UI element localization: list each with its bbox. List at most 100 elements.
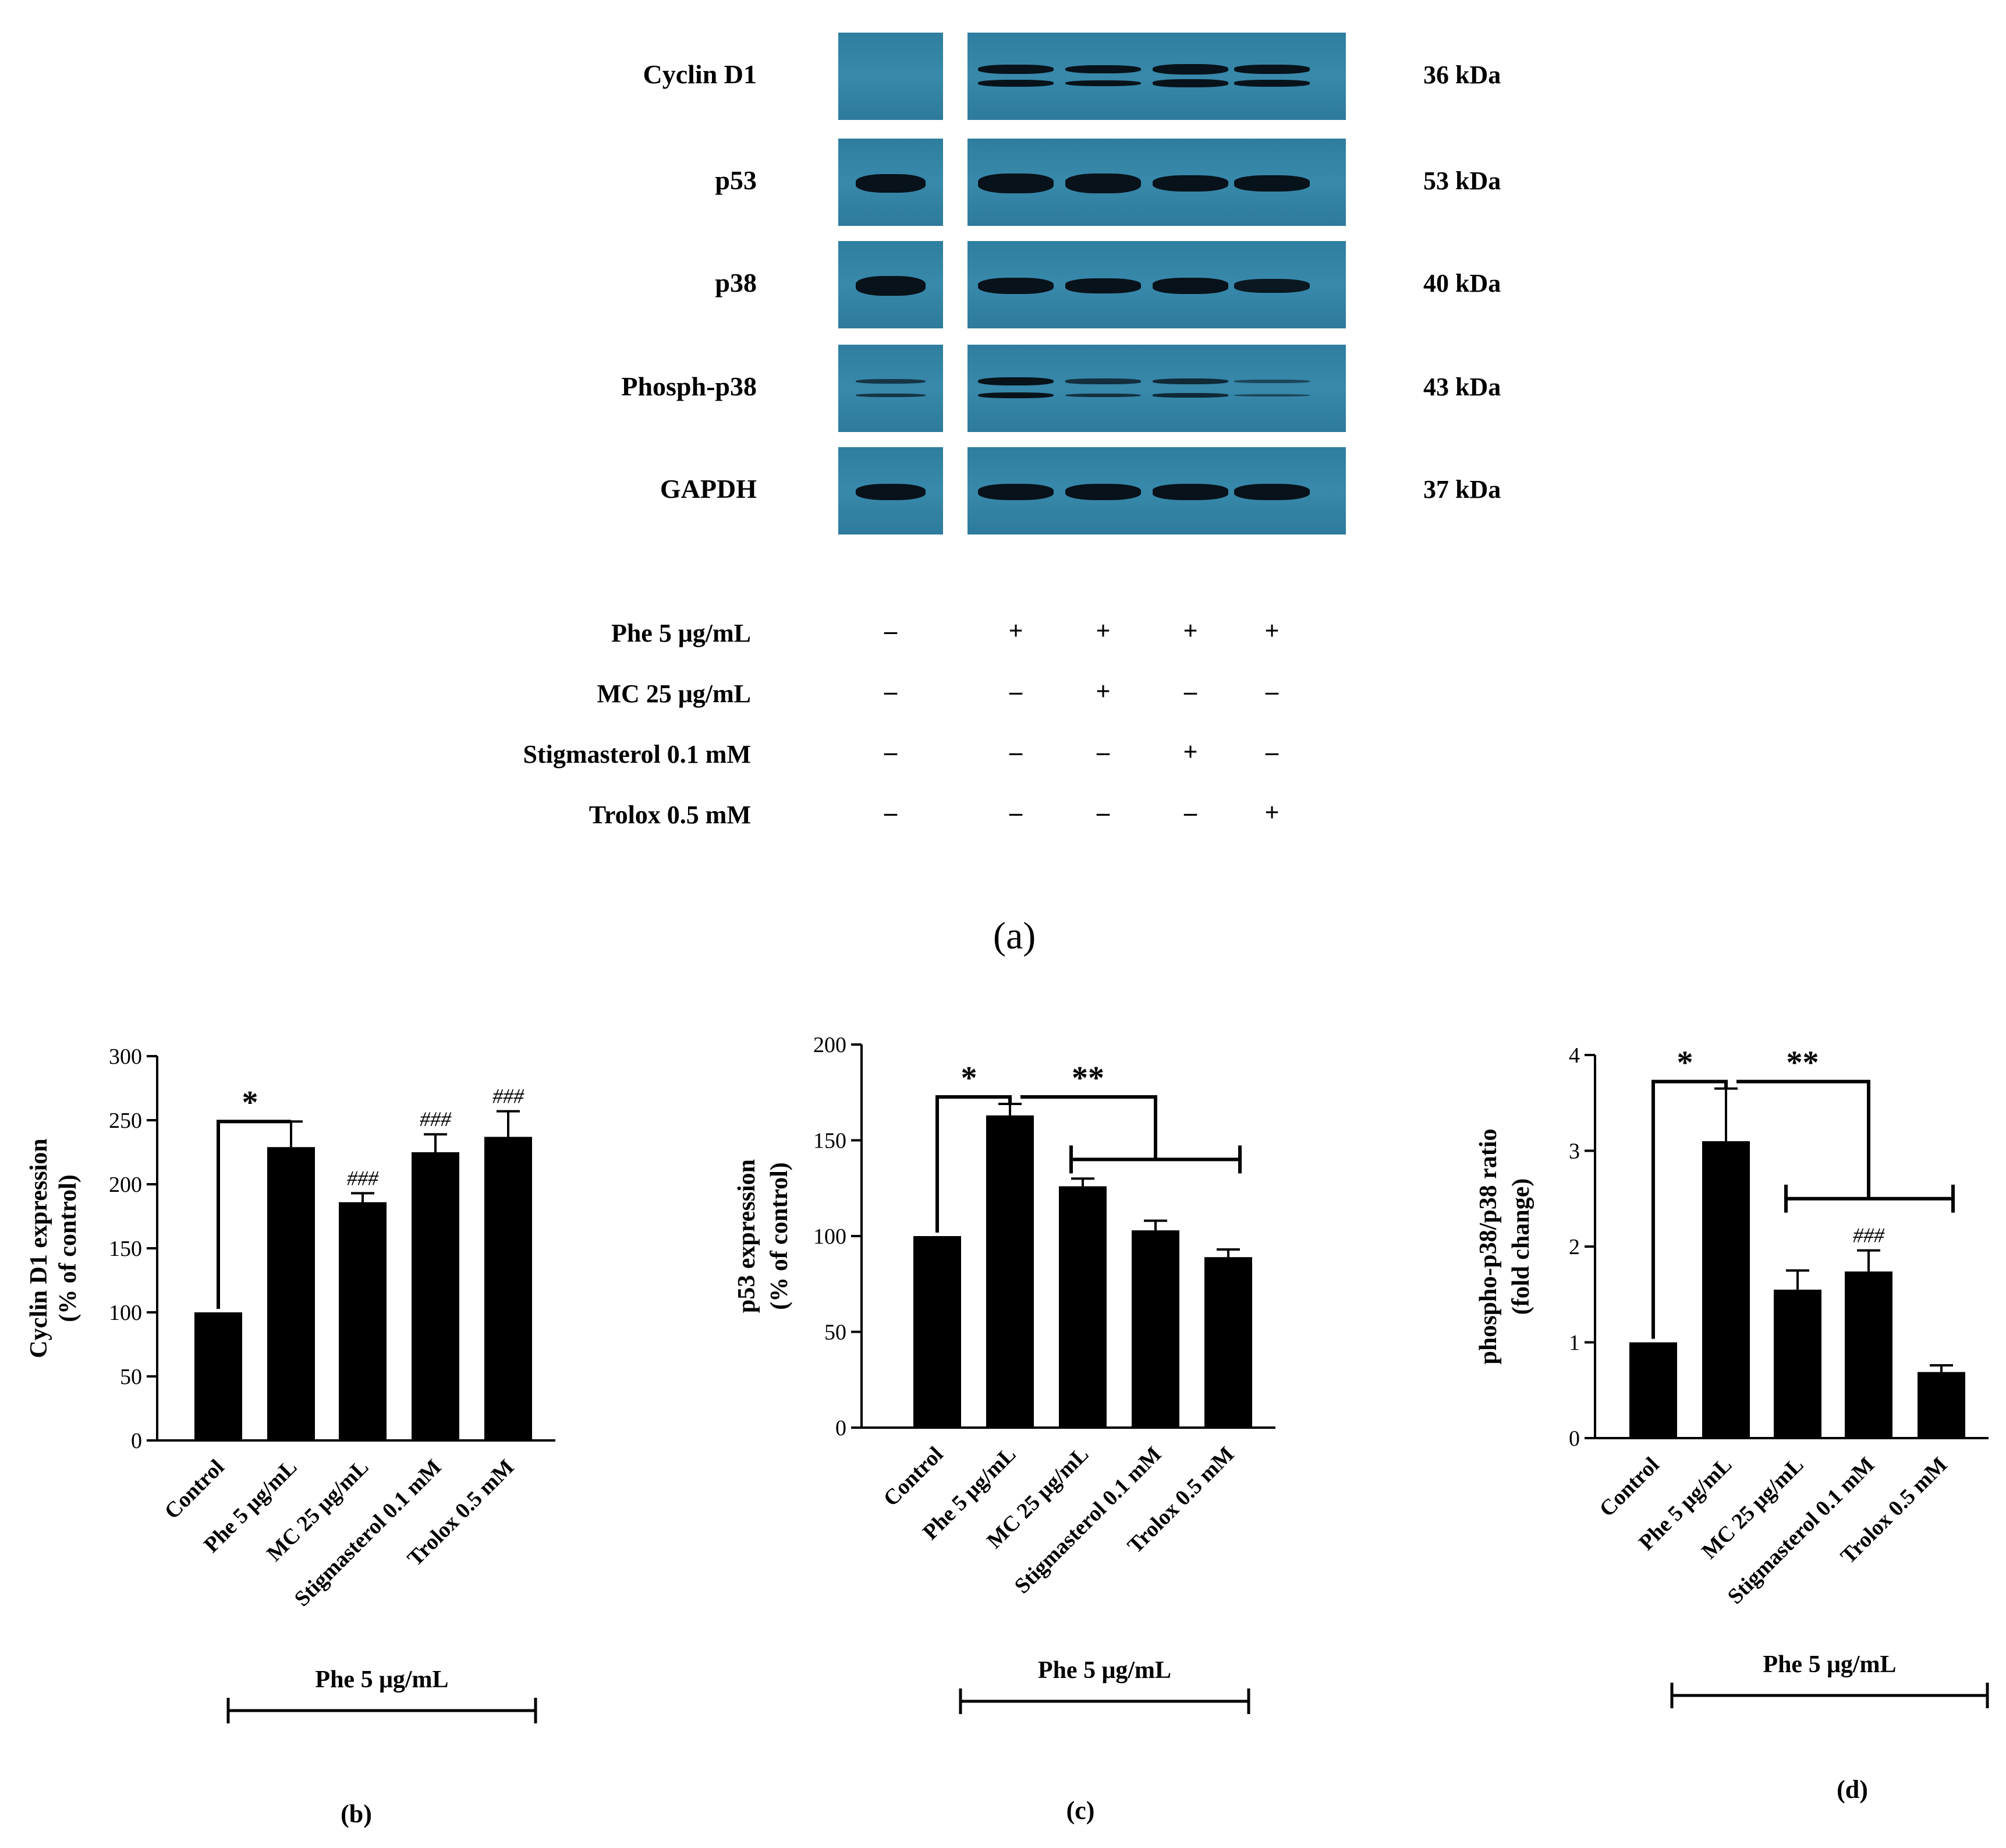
bar [986, 1115, 1034, 1428]
blot-band [1153, 79, 1228, 87]
bar [1702, 1141, 1750, 1438]
blot-kda-p38: 40 kDa [1423, 269, 1501, 298]
treatment-sign: + [1008, 617, 1023, 645]
treatment-sign: + [1183, 738, 1198, 766]
y-tick-label: 0 [131, 1429, 142, 1453]
x-tick-label: Control [160, 1455, 229, 1524]
significance-annotation: ### [1853, 1224, 1885, 1247]
panel-letter: (b) [341, 1800, 372, 1828]
treatment-sign: – [1184, 798, 1197, 827]
x-tick-label: Control [1595, 1453, 1664, 1522]
treatment-sign: + [1096, 617, 1111, 645]
blot-band [1234, 80, 1310, 87]
blot-band [978, 377, 1054, 386]
group-label: Phe 5 μg/mL [315, 1666, 448, 1693]
bar [1629, 1342, 1677, 1438]
blot-band [1234, 175, 1310, 192]
blot-band [1153, 278, 1228, 294]
treatment-sign: – [1009, 677, 1022, 706]
blot-band [1153, 175, 1228, 192]
blot-kda-phosph-p38: 43 kDa [1423, 373, 1501, 401]
y-tick-label: 3 [1569, 1139, 1580, 1164]
treatment-sign: – [1266, 677, 1278, 706]
blot-membrane [967, 33, 1346, 120]
y-axis-title: Cyclin D1 expression [26, 1138, 52, 1358]
bar [339, 1202, 387, 1440]
blot-band [978, 64, 1054, 75]
treatment-sign: – [884, 738, 897, 766]
blot-band [1153, 484, 1228, 500]
significance-star: * [961, 1060, 977, 1096]
bar [412, 1152, 459, 1440]
significance-bracket [217, 1120, 291, 1309]
blot-band [978, 277, 1054, 295]
treatment-sign: + [1264, 617, 1280, 645]
panel-a-label: (a) [993, 915, 1036, 957]
blot-band [856, 483, 926, 501]
y-tick-label: 100 [813, 1224, 846, 1249]
blot-band [1153, 63, 1228, 75]
blot-band [1065, 483, 1141, 501]
y-axis-subtitle: (% of control) [766, 1162, 793, 1310]
significance-star: * [1677, 1045, 1693, 1081]
blot-label-cyclin-d1: Cyclin D1 [643, 59, 757, 89]
y-tick-label: 150 [109, 1237, 142, 1261]
blot-band [1234, 380, 1310, 383]
blot-band [1234, 65, 1310, 74]
y-tick-label: 50 [824, 1320, 846, 1345]
blot-membrane [838, 33, 943, 120]
blot-band [1234, 483, 1310, 501]
blot-membrane [838, 345, 943, 432]
significance-bracket [935, 1095, 1012, 1233]
blot-band [856, 378, 926, 384]
panel-letter: (c) [1066, 1796, 1095, 1825]
blot-label-gapdh: GAPDH [660, 474, 757, 504]
group-label: Phe 5 μg/mL [1763, 1651, 1896, 1678]
blot-band [1065, 65, 1141, 74]
treatment-label-0: Phe 5 μg/mL [611, 619, 751, 647]
x-tick-label: Control [879, 1442, 948, 1511]
y-axis-title: phospho-p38/p38 ratio [1475, 1129, 1502, 1365]
blot-kda-p53: 53 kDa [1423, 167, 1501, 195]
treatment-sign: – [1184, 677, 1197, 706]
bar [194, 1312, 242, 1440]
blot-label-phosph-p38: Phosph-p38 [621, 371, 757, 401]
bar [267, 1147, 315, 1440]
treatment-sign: – [884, 677, 897, 706]
blot-band [978, 392, 1054, 399]
significance-star: ** [1072, 1060, 1104, 1096]
y-axis-title: p53 expression [733, 1159, 760, 1313]
y-tick-label: 0 [835, 1416, 846, 1440]
blot-kda-gapdh: 37 kDa [1423, 475, 1501, 504]
y-tick-label: 4 [1569, 1043, 1580, 1068]
blot-band [856, 276, 926, 296]
significance-bracket [1651, 1079, 1728, 1339]
blot-band [1234, 394, 1310, 397]
bar [1774, 1290, 1821, 1438]
y-tick-label: 250 [109, 1109, 142, 1133]
y-tick-label: 50 [120, 1365, 142, 1389]
blot-label-p53: p53 [715, 165, 757, 195]
significance-bracket [1736, 1079, 1870, 1199]
blot-band [1065, 378, 1141, 384]
y-tick-label: 200 [109, 1173, 142, 1197]
blot-band [978, 79, 1054, 87]
y-tick-label: 200 [813, 1033, 846, 1057]
significance-star: * [242, 1085, 258, 1121]
blot-band [1065, 393, 1141, 398]
blot-band [1153, 393, 1228, 398]
treatment-sign: – [1266, 738, 1278, 766]
blot-band [1065, 278, 1141, 293]
treatment-sign: + [1096, 677, 1111, 706]
y-tick-label: 100 [109, 1301, 142, 1325]
treatment-sign: – [1009, 798, 1022, 827]
blot-band [978, 174, 1054, 193]
treatment-sign: – [1097, 798, 1110, 827]
y-tick-label: 1 [1569, 1331, 1580, 1355]
treatment-sign: + [1264, 798, 1280, 827]
blot-band [856, 174, 926, 193]
bar [1132, 1230, 1179, 1428]
significance-star: ** [1787, 1045, 1819, 1081]
y-tick-label: 150 [813, 1129, 846, 1153]
